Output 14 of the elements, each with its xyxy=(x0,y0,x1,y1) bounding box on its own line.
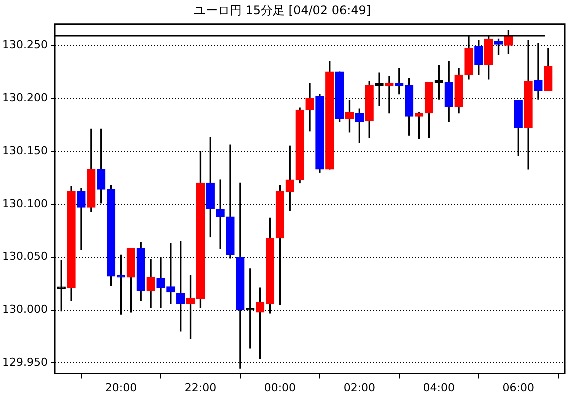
y-tick-label: 129.950 xyxy=(2,356,48,370)
y-tick-label: 130.200 xyxy=(2,91,48,104)
y-tick-label: 130.250 xyxy=(2,38,48,52)
y-tick-label: 130.100 xyxy=(2,197,48,210)
x-tick-label: 06:00 xyxy=(502,381,534,394)
chart-title: ユーロ円 15分足 [04/02 06:49] xyxy=(194,3,372,18)
y-tick-label: 130.150 xyxy=(2,144,48,158)
x-tick-label: 00:00 xyxy=(264,381,296,394)
x-tick-label: 04:00 xyxy=(423,381,456,394)
x-tick-label: 20:00 xyxy=(105,381,138,394)
y-tick-label: 130.050 xyxy=(2,250,48,264)
x-tick-label: 22:00 xyxy=(184,381,217,394)
y-tick-label: 130.000 xyxy=(2,303,48,316)
x-tick-label: 02:00 xyxy=(344,381,376,394)
